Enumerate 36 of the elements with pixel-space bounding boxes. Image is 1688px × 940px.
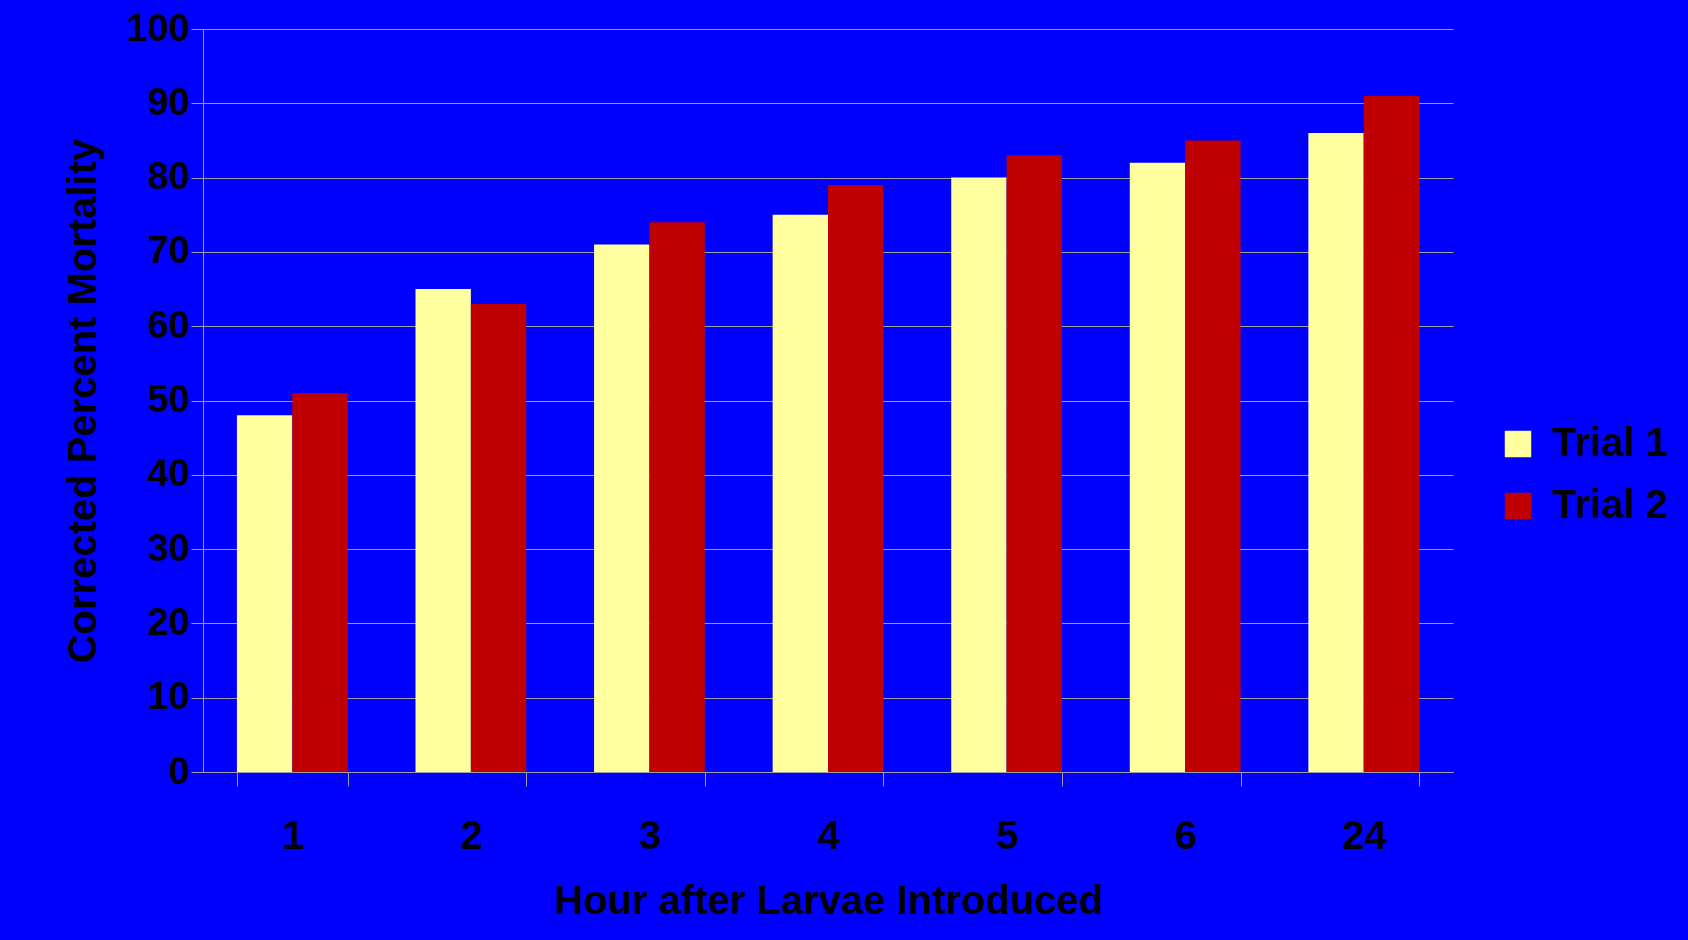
y-tick-label: 70	[147, 229, 190, 272]
bar	[951, 177, 1007, 772]
bar	[1185, 140, 1241, 772]
x-tick-label: 24	[1341, 812, 1388, 857]
y-tick-label: 30	[147, 526, 190, 569]
y-tick-label: 80	[147, 155, 190, 198]
x-tick-label: 1	[281, 812, 304, 857]
y-axis-title: Corrected Percent Mortality	[60, 137, 105, 664]
bar	[1129, 162, 1186, 772]
x-tick-label: 4	[817, 812, 841, 857]
legend-label: Trial 1	[1552, 420, 1668, 464]
bar	[1308, 133, 1364, 772]
bar	[292, 393, 348, 772]
bar	[1006, 155, 1062, 772]
y-tick-label: 90	[147, 80, 190, 123]
x-tick-label: 2	[460, 812, 483, 857]
y-tick-label: 60	[147, 303, 190, 346]
bar	[649, 222, 705, 772]
y-tick-label: 20	[147, 600, 190, 643]
bar	[470, 303, 527, 772]
y-tick-label: 10	[147, 675, 190, 718]
x-tick-label: 3	[638, 812, 662, 857]
y-tick-label: 100	[126, 6, 190, 49]
bar	[415, 289, 471, 772]
x-tick-label: 5	[995, 812, 1019, 857]
y-tick-label: 40	[147, 452, 190, 495]
bar	[1363, 95, 1420, 772]
x-tick-label: 6	[1174, 812, 1197, 857]
bar	[772, 214, 828, 772]
bar	[828, 185, 884, 772]
y-tick-label: 50	[147, 378, 190, 420]
bar	[236, 415, 293, 772]
bar	[594, 244, 650, 772]
legend-label: Trial 2	[1552, 482, 1668, 526]
y-tick-label: 0	[168, 749, 190, 792]
x-axis-title: Hour after Larvae Introduced	[553, 877, 1104, 922]
